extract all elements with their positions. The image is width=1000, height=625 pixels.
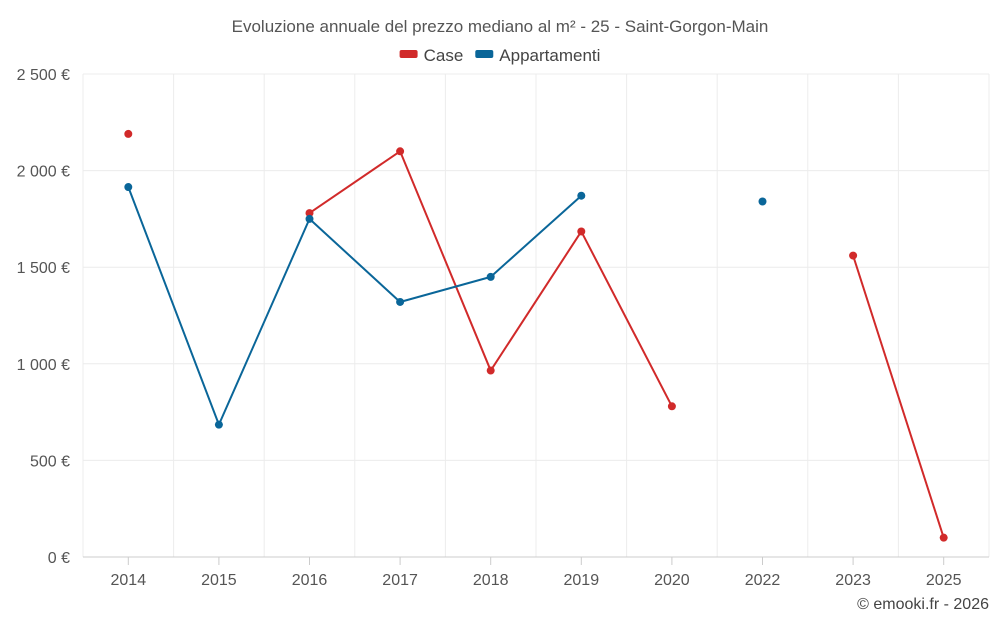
x-tick-label: 2025 xyxy=(926,572,962,589)
x-tick-label: 2016 xyxy=(292,572,328,589)
y-tick-label: 500 € xyxy=(30,453,70,470)
y-tick-label: 1 000 € xyxy=(17,357,70,374)
x-tick-label: 2017 xyxy=(382,572,418,589)
y-tick-label: 0 € xyxy=(48,550,70,567)
data-point-appartamenti[interactable] xyxy=(305,214,314,223)
credit-text: © emooki.fr - 2026 xyxy=(857,596,989,613)
legend-item-appartamenti[interactable]: Appartamenti xyxy=(475,46,600,65)
data-point-appartamenti[interactable] xyxy=(486,272,495,281)
legend: Case Appartamenti xyxy=(399,46,600,65)
data-point-case[interactable] xyxy=(396,147,405,156)
legend-swatch xyxy=(399,50,418,58)
chart-title: Evoluzione annuale del prezzo mediano al… xyxy=(232,17,769,36)
legend-label: Case xyxy=(424,46,464,65)
y-tick-label: 2 500 € xyxy=(17,67,70,84)
axes: 0 € 500 € 1 000 € 1 500 € 2 000 € 2 500 € 2014… xyxy=(17,67,989,589)
series-line-appartamenti xyxy=(127,186,582,426)
series-case xyxy=(124,129,948,542)
x-tick-label: 2020 xyxy=(654,572,690,589)
x-tick-label: 2015 xyxy=(201,572,237,589)
data-point-appartamenti[interactable] xyxy=(758,197,767,206)
data-point-case[interactable] xyxy=(486,366,495,375)
x-tick-label: 2023 xyxy=(835,572,871,589)
data-point-case[interactable] xyxy=(939,533,948,542)
x-tick-label: 2022 xyxy=(745,572,781,589)
series-line-case xyxy=(852,255,945,538)
data-point-appartamenti[interactable] xyxy=(124,183,133,192)
data-point-appartamenti[interactable] xyxy=(577,191,586,200)
legend-label: Appartamenti xyxy=(499,46,600,65)
series-layer xyxy=(124,129,948,542)
legend-item-case[interactable]: Case xyxy=(399,46,464,65)
data-point-case[interactable] xyxy=(667,402,676,411)
legend-swatch xyxy=(475,50,494,58)
data-point-case[interactable] xyxy=(577,227,586,236)
x-tick-label: 2018 xyxy=(473,572,509,589)
y-tick-label: 2 000 € xyxy=(17,164,70,181)
data-point-case[interactable] xyxy=(305,209,314,218)
data-point-appartamenti[interactable] xyxy=(396,297,405,306)
x-tick-label: 2019 xyxy=(564,572,600,589)
series-appartamenti xyxy=(124,183,767,429)
data-point-appartamenti[interactable] xyxy=(214,420,223,429)
y-tick-label: 1 500 € xyxy=(17,260,70,277)
data-point-case[interactable] xyxy=(849,251,858,260)
data-point-case[interactable] xyxy=(124,129,133,138)
grid xyxy=(82,73,990,557)
x-tick-label: 2014 xyxy=(111,572,147,589)
